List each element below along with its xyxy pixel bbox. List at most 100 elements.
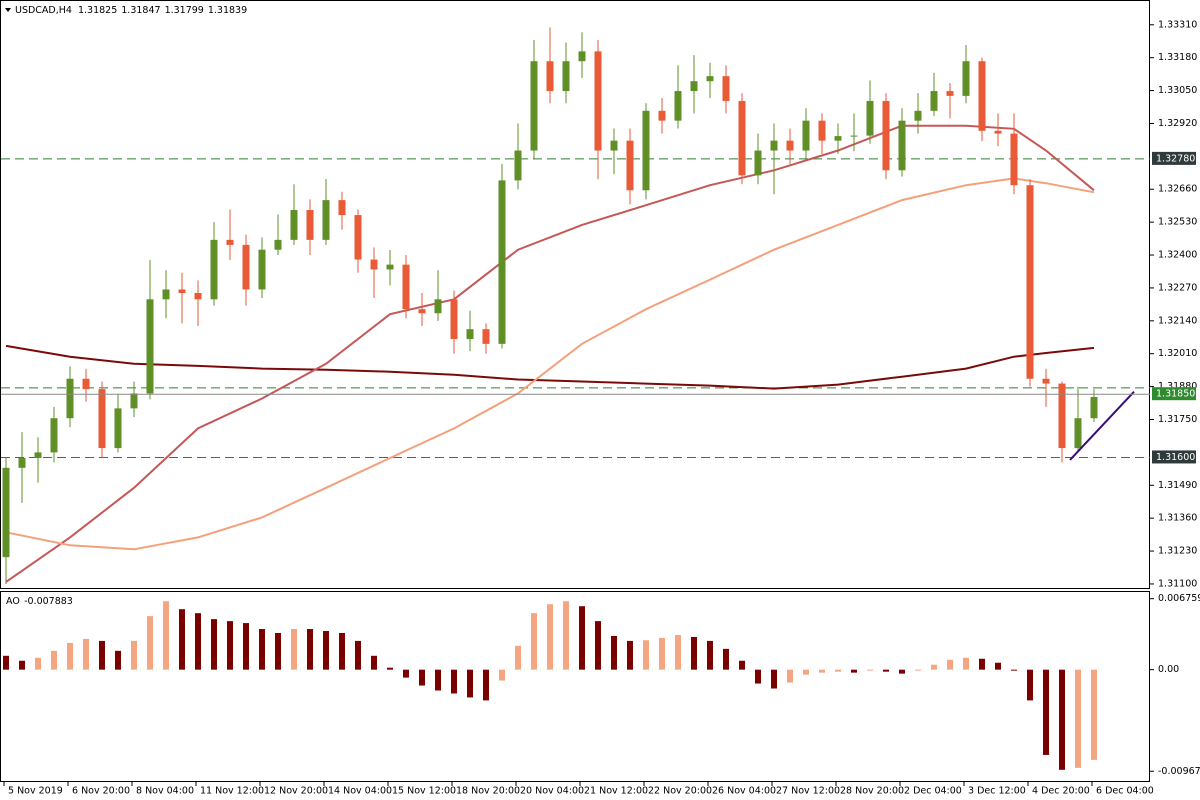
ao-bar (595, 621, 601, 670)
y-tick-label: 1.33310 (1158, 19, 1197, 30)
candle-body (450, 299, 458, 340)
ao-bar (659, 637, 665, 670)
y-tick-label: 1.31360 (1158, 513, 1197, 524)
candle-body (18, 457, 26, 468)
candle-body (770, 140, 778, 151)
candle-body (786, 140, 794, 151)
candle-body (994, 130, 1002, 134)
ao-bar (243, 623, 249, 670)
price-label: 1.31850 (1156, 389, 1195, 400)
candle-body (962, 61, 970, 96)
x-tick-label: 6 Nov 20:00 (72, 786, 130, 797)
ao-bar (915, 669, 921, 671)
candle-body (34, 452, 42, 458)
candle-body (1058, 383, 1066, 449)
candle-body (834, 136, 842, 141)
moving-average (5, 124, 1095, 583)
ao-bar (115, 650, 121, 670)
candle-body (226, 239, 234, 245)
candle-body (866, 100, 874, 136)
x-tick-label: 3 Dec 12:00 (968, 786, 1026, 797)
ao-bar (675, 634, 681, 670)
candle-body (50, 418, 58, 453)
candle-body (114, 408, 122, 449)
candle-body (418, 309, 426, 314)
y-tick-label: 1.32400 (1158, 250, 1197, 261)
ao-bar (867, 669, 873, 671)
ao-bar (35, 657, 41, 670)
ao-bar (163, 601, 169, 670)
candle-body (1090, 396, 1098, 419)
ao-bar (211, 619, 217, 670)
x-tick-label: 15 Nov 12:00 (392, 786, 456, 797)
candle-body (258, 249, 266, 290)
y-tick-label: 1.33180 (1158, 52, 1197, 63)
ao-bar (227, 621, 233, 670)
candle-body (194, 292, 202, 300)
ao-bar (963, 657, 969, 670)
ao-bar (19, 660, 25, 670)
ao-bar (451, 669, 457, 694)
candle-body (98, 389, 106, 449)
candle-body (690, 81, 698, 92)
ao-bar (899, 669, 905, 674)
ao-bar (947, 659, 953, 670)
candle-body (658, 110, 666, 121)
candle-body (546, 61, 554, 92)
y-tick-label: 1.31230 (1158, 546, 1197, 557)
candle-body (674, 91, 682, 121)
moving-average (5, 177, 1095, 551)
ao-bar (819, 669, 825, 673)
candle-body (82, 378, 90, 390)
y-tick-label: 1.32920 (1158, 118, 1197, 129)
y-tick-label: 0.006759 (1158, 593, 1200, 604)
header-high: 1.31847 (121, 5, 160, 16)
ao-bar (1027, 669, 1033, 701)
ao-bar (3, 655, 9, 670)
candle-body (898, 120, 906, 171)
trend-line (1069, 390, 1135, 461)
ao-bar (339, 632, 345, 670)
candle-body (242, 244, 250, 290)
candle-body (290, 209, 298, 240)
candle-body (1074, 418, 1082, 449)
x-tick-label: 2 Dec 04:00 (904, 786, 962, 797)
ao-bar (531, 613, 537, 670)
y-tick-label: 1.32530 (1158, 217, 1197, 228)
candle-body (386, 264, 394, 270)
candle-body (274, 239, 282, 250)
x-tick-label: 5 Nov 2019 (8, 786, 63, 797)
ao-panel (0, 591, 1150, 782)
candle-body (370, 259, 378, 270)
candle-body (578, 51, 586, 62)
candle-body (402, 264, 410, 310)
ao-bar (467, 669, 473, 698)
x-tick-label: 6 Dec 04:00 (1096, 786, 1154, 797)
ao-bar (723, 648, 729, 670)
symbol: USDCAD,H4 (15, 5, 72, 16)
ao-bar (307, 629, 313, 670)
ao-bar (851, 669, 857, 673)
candle-body (738, 100, 746, 176)
ao-bar (803, 669, 809, 675)
ao-bar (1075, 669, 1081, 768)
y-tick-label: 1.33050 (1158, 85, 1197, 96)
candle-body (882, 100, 890, 171)
candle-body (162, 289, 170, 300)
candle-body (978, 61, 986, 131)
ao-bar (179, 609, 185, 670)
ao-bar (99, 640, 105, 670)
candle-body (354, 215, 362, 260)
candle-body (1010, 133, 1018, 186)
candle-body (642, 110, 650, 191)
ao-bar (691, 636, 697, 670)
header-open: 1.31825 (78, 5, 117, 16)
candle-body (322, 200, 330, 240)
ao-bar (355, 640, 361, 670)
candle-body (146, 299, 154, 394)
candle-body (914, 110, 922, 121)
ao-current: -0.007883 (24, 596, 73, 607)
level-tag (1152, 450, 1196, 464)
main-panel (0, 0, 1150, 589)
ao-bar (547, 604, 553, 670)
